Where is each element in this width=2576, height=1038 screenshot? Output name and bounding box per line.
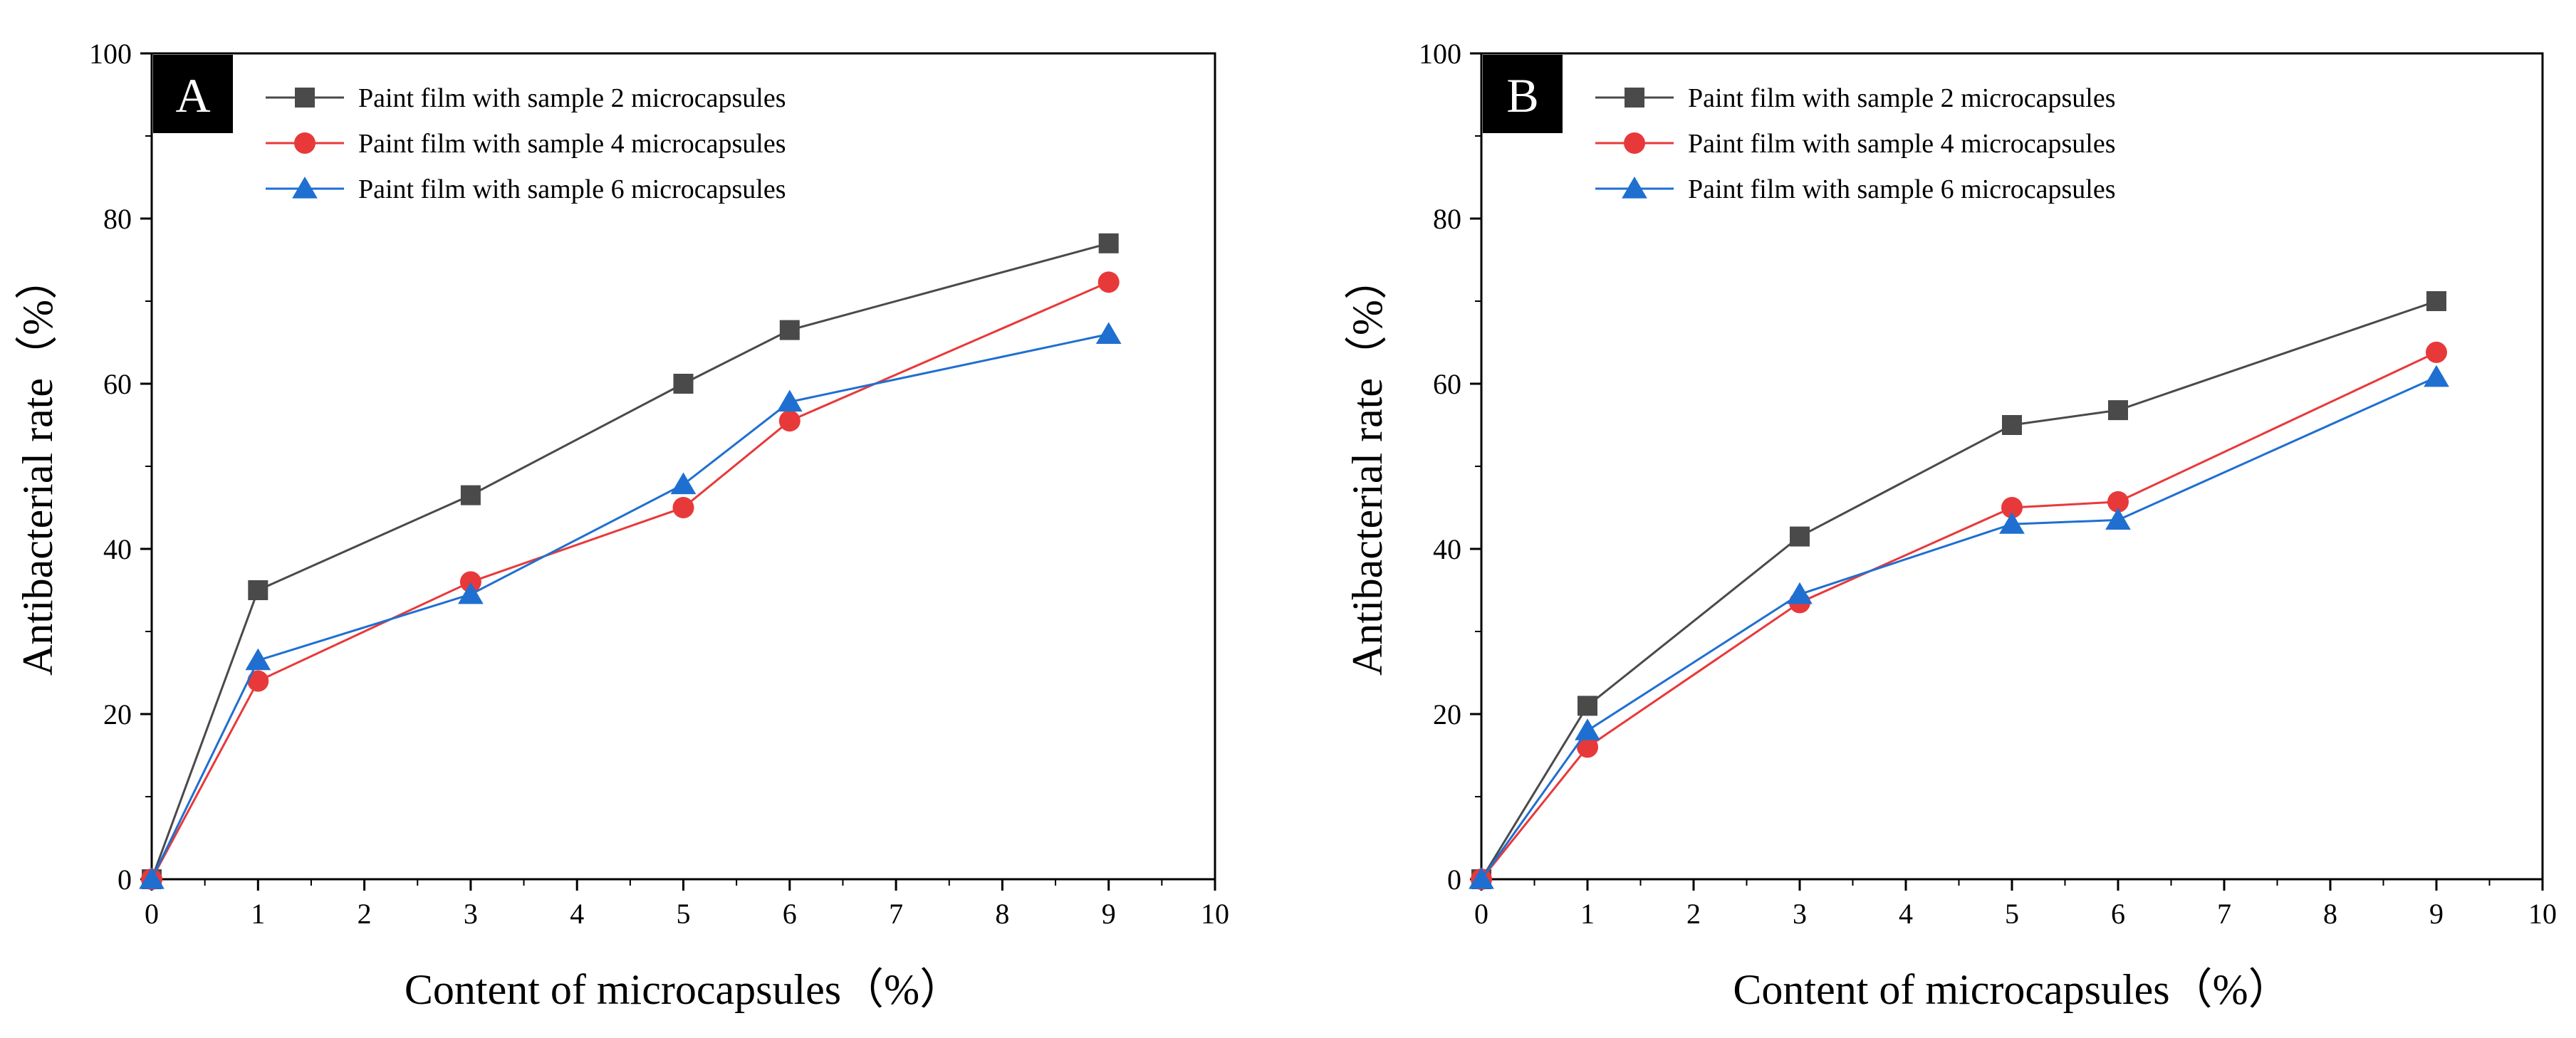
x-tick-label: 0 [1474, 898, 1488, 930]
data-point [2426, 291, 2446, 311]
legend-label-2: Paint film with sample 4 microcapsules [1688, 129, 2116, 159]
x-axis-title: Content of microcapsules（%） [405, 966, 962, 1013]
y-axis-title: Antibacterial rate（%） [14, 257, 61, 676]
x-tick-label: 6 [783, 898, 797, 930]
data-point [2105, 508, 2131, 530]
data-point [1098, 233, 1119, 253]
data-point [1469, 867, 1494, 889]
y-tick-label: 0 [118, 864, 132, 896]
legend-marker-1 [295, 88, 315, 108]
series-line-2 [1480, 351, 2437, 880]
x-tick-label: 10 [2528, 898, 2557, 930]
y-tick-label: 60 [1433, 368, 1461, 400]
panel-label: A [175, 68, 210, 122]
x-tick-label: 8 [995, 898, 1009, 930]
legend-marker-3 [292, 177, 318, 199]
x-tick-label: 5 [677, 898, 691, 930]
legend-label-1: Paint film with sample 2 microcapsules [1688, 83, 2116, 113]
legend-label-3: Paint film with sample 6 microcapsules [1688, 174, 2116, 204]
panel-label: B [1506, 68, 1538, 122]
data-point [460, 485, 481, 505]
x-tick-label: 1 [1580, 898, 1595, 930]
data-point [2002, 415, 2022, 435]
x-tick-label: 9 [2429, 898, 2444, 930]
data-point [1575, 718, 1600, 740]
x-tick-label: 4 [1899, 898, 1913, 930]
legend-marker-2 [294, 132, 316, 154]
y-tick-label: 100 [89, 38, 132, 70]
x-tick-label: 1 [251, 898, 265, 930]
data-point [2107, 491, 2129, 513]
legend-marker-1 [1625, 88, 1644, 108]
data-point [248, 580, 268, 600]
x-tick-label: 9 [1102, 898, 1116, 930]
x-tick-label: 8 [2323, 898, 2337, 930]
series-line-2 [150, 281, 1110, 880]
x-tick-label: 7 [2217, 898, 2231, 930]
x-tick-label: 5 [2005, 898, 2019, 930]
legend-marker-2 [1624, 132, 1645, 154]
x-tick-label: 7 [889, 898, 903, 930]
data-point [1578, 696, 1597, 716]
y-tick-label: 80 [1433, 203, 1461, 235]
x-tick-label: 2 [1686, 898, 1701, 930]
x-tick-label: 2 [358, 898, 372, 930]
data-point [459, 571, 481, 593]
x-tick-label: 3 [464, 898, 478, 930]
series-line-3 [150, 332, 1110, 880]
x-axis-title: Content of microcapsules（%） [1733, 966, 2290, 1013]
legend-label-1: Paint film with sample 2 microcapsules [358, 83, 786, 113]
data-point [1787, 582, 1813, 604]
x-tick-label: 10 [1201, 898, 1229, 930]
legend-label-2: Paint film with sample 4 microcapsules [358, 129, 786, 159]
x-tick-label: 0 [145, 898, 159, 930]
y-tick-label: 80 [103, 203, 132, 235]
data-point [673, 374, 694, 394]
data-point [778, 410, 801, 432]
data-point [672, 497, 694, 518]
data-point [1095, 322, 1122, 344]
y-tick-label: 0 [1447, 864, 1461, 896]
y-axis-title: Antibacterial rate（%） [1344, 257, 1391, 676]
x-tick-label: 4 [570, 898, 584, 930]
y-tick-label: 40 [103, 533, 132, 565]
data-point [1097, 271, 1120, 293]
panel-label-badge [1483, 55, 1563, 133]
data-point [139, 867, 165, 889]
data-point [245, 648, 271, 671]
data-point [2001, 497, 2023, 518]
data-point [1577, 736, 1598, 758]
y-tick-label: 40 [1433, 533, 1461, 565]
series-line-3 [1480, 376, 2437, 880]
data-point [1790, 526, 1810, 547]
y-tick-label: 100 [1419, 38, 1461, 70]
data-point [2108, 400, 2128, 421]
legend-marker-3 [1622, 177, 1647, 199]
x-tick-label: 6 [2111, 898, 2125, 930]
y-tick-label: 60 [103, 368, 132, 400]
legend-label-3: Paint film with sample 6 microcapsules [358, 174, 786, 204]
data-point [2424, 365, 2449, 387]
data-point [247, 670, 269, 692]
data-point [779, 320, 800, 340]
y-tick-label: 20 [1433, 698, 1461, 730]
data-point [670, 472, 697, 495]
data-point [1999, 512, 2025, 534]
panel-label-badge [153, 55, 233, 133]
data-point [776, 389, 803, 412]
y-tick-label: 20 [103, 698, 132, 730]
series-line-1 [150, 242, 1110, 880]
series-line-1 [1480, 300, 2437, 880]
data-point [2426, 341, 2447, 363]
x-tick-label: 3 [1793, 898, 1807, 930]
data-point [458, 582, 484, 604]
